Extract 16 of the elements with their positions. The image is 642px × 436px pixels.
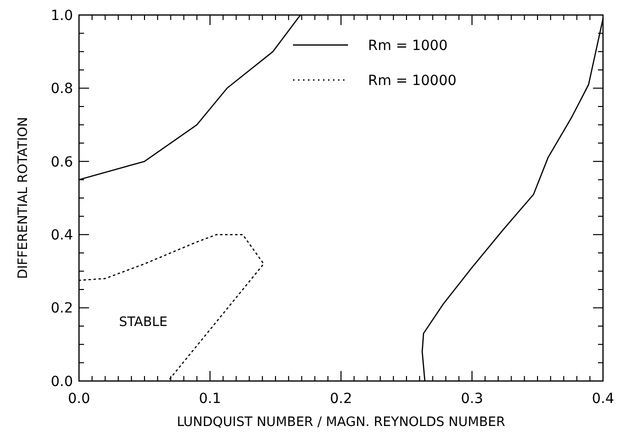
legend-label: Rm = 1000 [368, 38, 448, 54]
x-tick-label: 0.1 [198, 391, 222, 407]
y-tick-label: 0.2 [50, 300, 73, 317]
x-tick-label: 0.2 [330, 391, 352, 407]
x-tick-label: 0.0 [68, 391, 90, 407]
y-tick-label: 1.0 [50, 8, 73, 24]
x-tick-label: 0.4 [592, 391, 614, 407]
y-tick-label: 0.6 [50, 154, 74, 170]
y-tick-label: 0.8 [50, 81, 73, 98]
y-axis-title: DIFFERENTIAL ROTATION [16, 117, 31, 279]
y-tick-label: 0.0 [50, 374, 73, 390]
legend-label: Rm = 10000 [368, 72, 457, 89]
y-tick-label: 0.4 [50, 228, 74, 244]
x-axis-title: LUNDQUIST NUMBER / MAGN. REYNOLDS NUMBER [176, 415, 506, 430]
x-tick-label: 0.3 [460, 391, 484, 407]
annotation: STABLE [119, 315, 168, 330]
